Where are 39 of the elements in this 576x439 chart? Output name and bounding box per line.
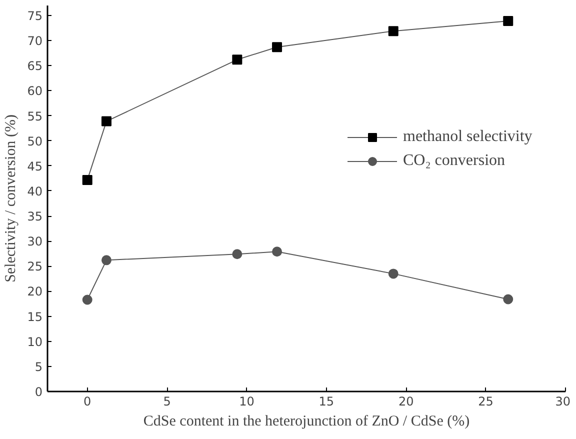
x-tick-label: 20 xyxy=(398,394,414,408)
x-tick-label: 30 xyxy=(555,394,571,408)
x-tick-label: 5 xyxy=(163,394,171,408)
x-tick-label: 0 xyxy=(84,394,92,408)
y-tick-label: 10 xyxy=(27,334,43,349)
y-tick-label: 15 xyxy=(27,310,43,324)
y-tick-label: 70 xyxy=(27,34,43,48)
y-tick-label: 0 xyxy=(34,385,43,399)
point xyxy=(503,294,514,304)
y-axis-title: Selectivity / conversion (%) xyxy=(3,114,20,282)
y-tick-label: 75 xyxy=(27,9,43,24)
point xyxy=(388,268,398,279)
point xyxy=(503,16,514,26)
x-tick-label: 10 xyxy=(239,394,254,408)
point xyxy=(232,249,242,260)
point xyxy=(272,42,282,52)
point xyxy=(272,246,282,257)
y-tick-label: 45 xyxy=(27,159,43,174)
point xyxy=(101,255,112,266)
y-tick-label: 35 xyxy=(27,210,43,224)
point xyxy=(82,294,92,305)
y-tick-label: 20 xyxy=(27,284,43,299)
x-tick-label: 15 xyxy=(318,394,334,408)
legend-label: CO₂ conversion xyxy=(403,152,506,170)
point xyxy=(82,174,92,185)
y-tick-label: 5 xyxy=(34,360,43,374)
y-tick-label: 60 xyxy=(27,84,43,98)
y-tick-label: 30 xyxy=(27,234,43,249)
legend-label: methanol selectivity xyxy=(403,128,532,146)
point xyxy=(232,54,242,65)
y-tick-label: 40 xyxy=(27,184,43,198)
y-tick-label: 55 xyxy=(27,109,43,124)
y-tick-label: 25 xyxy=(27,260,43,274)
x-axis-title: CdSe content in the heterojunction of ZnO / CdSe (%) xyxy=(143,414,470,430)
point xyxy=(101,116,112,126)
point xyxy=(388,26,398,36)
y-tick-label: 65 xyxy=(27,59,43,74)
y-tick-label: 50 xyxy=(27,134,43,148)
x-tick-label: 25 xyxy=(478,394,494,408)
